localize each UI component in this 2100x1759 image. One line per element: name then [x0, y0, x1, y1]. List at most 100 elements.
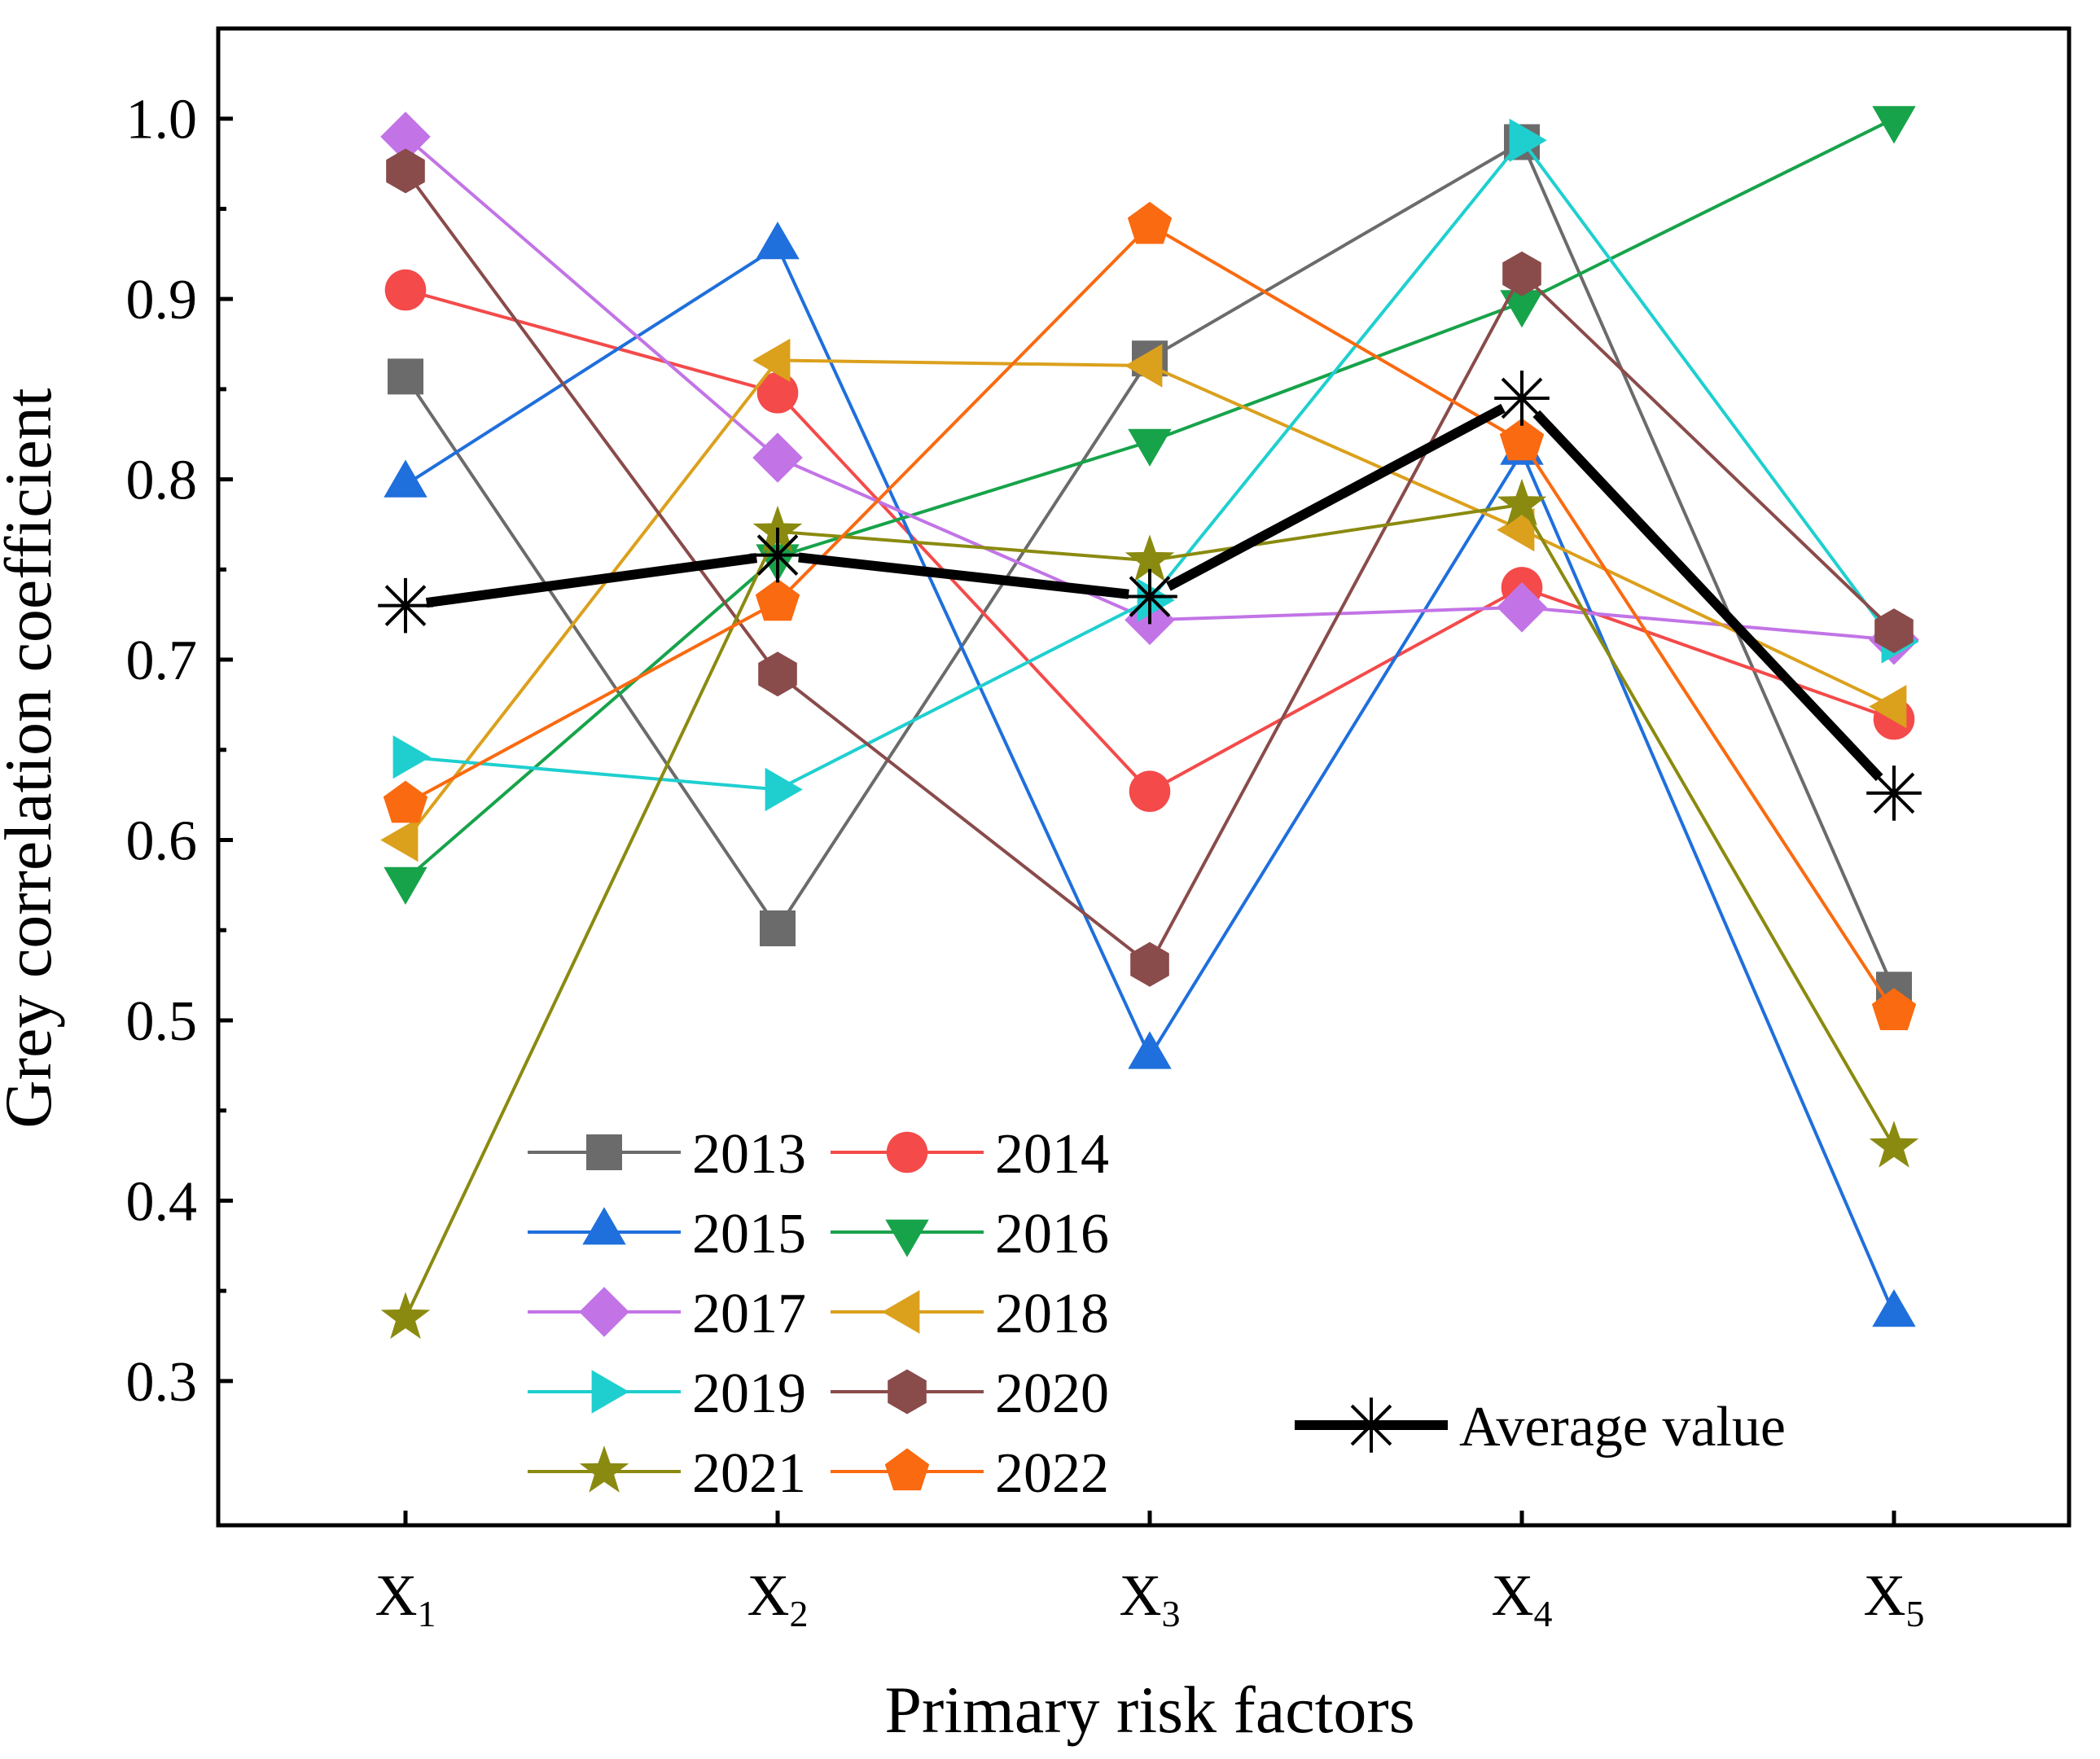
point-2015-x5	[1872, 1289, 1916, 1327]
average-point-x2	[750, 527, 805, 583]
y-tick-label: 1.0	[126, 89, 198, 151]
x-tick-label: X5	[1864, 1563, 1925, 1634]
point-2019-x2	[765, 767, 803, 812]
legend-item-2015: 2015	[528, 1203, 806, 1266]
point-2016-x4	[1500, 290, 1544, 328]
point-2015-x1	[384, 459, 427, 498]
point-2020-x5	[1874, 608, 1914, 654]
point-2014-x3	[1129, 770, 1171, 813]
legend-item-2022: 2022	[831, 1442, 1109, 1505]
legend-marker-2022	[884, 1448, 930, 1491]
legend-label-2016: 2016	[995, 1203, 1109, 1266]
point-2018-x1	[380, 818, 419, 862]
x-axis-label: Primary risk factors	[884, 1673, 1414, 1747]
average-line-segment	[1532, 410, 1883, 782]
point-2017-x4	[1497, 582, 1547, 633]
legend-item-2018: 2018	[831, 1283, 1109, 1345]
legend-item-2020: 2020	[831, 1362, 1109, 1425]
legend-marker-2019	[591, 1370, 629, 1414]
point-2014-x2	[756, 372, 799, 414]
point-2021-x5	[1869, 1121, 1919, 1168]
point-2013-x2	[760, 910, 796, 947]
legend-item-2021: 2021	[528, 1442, 806, 1505]
x-tick-label: X3	[1120, 1563, 1181, 1634]
legend-label-2017: 2017	[692, 1283, 806, 1345]
x-tick-label: X2	[747, 1563, 809, 1634]
legend-label-2020: 2020	[995, 1362, 1109, 1425]
x-tick-label: X4	[1492, 1563, 1553, 1634]
point-2018-x5	[1869, 685, 1907, 729]
point-2020-x2	[758, 651, 797, 697]
point-2017-x1	[380, 112, 431, 162]
legend-label-2022: 2022	[995, 1442, 1109, 1505]
average-layer	[378, 371, 1922, 821]
legend-label-2021: 2021	[692, 1442, 806, 1505]
point-2018-x4	[1497, 507, 1535, 552]
point-2021-x4	[1497, 478, 1547, 526]
legend-item-2017: 2017	[528, 1283, 806, 1345]
point-2022-x5	[1871, 988, 1917, 1030]
plot-frame	[216, 26, 2072, 1528]
series-2022	[383, 201, 1917, 1030]
average-line-segment	[798, 552, 1129, 599]
average-line-segment	[425, 553, 758, 608]
average-legend-marker	[1344, 1397, 1399, 1453]
average-legend: Average value	[1295, 1396, 1786, 1459]
y-tick-label: 0.3	[126, 1351, 198, 1414]
average-point-x3	[1122, 568, 1177, 625]
legend-item-2019: 2019	[528, 1362, 806, 1425]
legend-item-2016: 2016	[831, 1203, 1109, 1266]
legend: 2013 2014 2015 2016 2017 2018 2019 2020 2021 2022	[528, 1123, 1109, 1505]
x-tick-label: X1	[375, 1563, 436, 1634]
point-2019-x1	[392, 735, 431, 779]
legend-label-2015: 2015	[692, 1203, 806, 1266]
y-tick-label: 0.4	[126, 1170, 198, 1233]
legend-label-2013: 2013	[692, 1123, 806, 1186]
point-2022-x4	[1499, 418, 1545, 461]
legend-item-2014: 2014	[831, 1123, 1109, 1186]
point-2015-x2	[756, 222, 800, 260]
point-2021-x3	[1125, 534, 1175, 582]
point-2020-x3	[1130, 941, 1169, 987]
point-2022-x3	[1127, 201, 1173, 244]
legend-marker-2014	[886, 1131, 928, 1173]
point-2022-x1	[383, 780, 428, 823]
point-2019-x3	[1137, 578, 1175, 622]
y-tick-label: 0.5	[126, 990, 198, 1053]
point-2020-x4	[1502, 251, 1541, 296]
average-point-x1	[378, 577, 433, 634]
point-2021-x1	[380, 1292, 431, 1340]
y-tick-label: 0.8	[126, 450, 198, 512]
y-tick-label: 0.6	[126, 810, 198, 873]
y-tick-label: 0.9	[126, 269, 198, 331]
point-2018-x3	[1125, 344, 1163, 388]
series-average	[378, 371, 1922, 821]
legend-marker-2015	[582, 1207, 626, 1245]
point-2020-x1	[386, 148, 425, 194]
average-legend-label: Average value	[1459, 1396, 1786, 1459]
point-2016-x1	[384, 866, 427, 905]
legend-label-2019: 2019	[692, 1362, 806, 1425]
average-point-x5	[1866, 765, 1922, 821]
legend-label-2018: 2018	[995, 1283, 1109, 1345]
point-2014-x1	[384, 269, 427, 311]
point-2022-x2	[755, 578, 800, 621]
legend-marker-2018	[882, 1290, 920, 1334]
point-2015-x3	[1128, 1031, 1172, 1069]
point-2018-x2	[752, 338, 791, 383]
point-2013-x1	[388, 358, 423, 395]
series-2020	[386, 148, 1914, 987]
y-tick-label: 0.7	[126, 629, 198, 692]
y-axis-label: Grey correlation coefficient	[0, 388, 65, 1128]
point-2016-x5	[1872, 106, 1916, 144]
series-2018	[380, 338, 1907, 862]
average-point-x4	[1494, 371, 1550, 426]
legend-item-2013: 2013	[528, 1123, 806, 1186]
legend-label-2014: 2014	[995, 1123, 1109, 1186]
point-2019-x4	[1509, 118, 1547, 162]
legend-marker-2021	[579, 1445, 629, 1493]
legend-marker-2013	[586, 1134, 622, 1170]
point-2016-x3	[1128, 428, 1172, 467]
legend-marker-2020	[888, 1369, 927, 1415]
